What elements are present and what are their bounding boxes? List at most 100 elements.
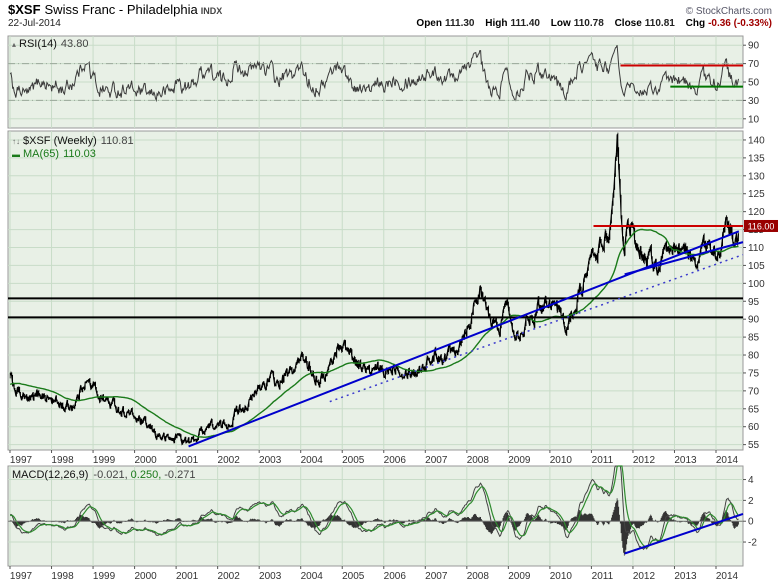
chg-label: Chg — [685, 18, 706, 29]
svg-text:90: 90 — [748, 41, 760, 52]
ma65-line — [9, 228, 739, 438]
svg-text:2007: 2007 — [425, 571, 448, 582]
svg-text:1997: 1997 — [10, 455, 33, 466]
svg-text:70: 70 — [748, 59, 760, 70]
svg-text:2001: 2001 — [176, 455, 199, 466]
macd-signal-line — [10, 465, 739, 548]
rsi-panel-label: ▴ RSI(14) 43.80 — [12, 38, 88, 51]
svg-text:55: 55 — [748, 440, 760, 451]
title-group: $XSF Swiss Franc - Philadelphia INDX — [8, 2, 222, 19]
svg-text:135: 135 — [748, 153, 765, 164]
exchange-label: INDX — [200, 6, 223, 16]
svg-text:90: 90 — [748, 315, 760, 326]
ma-label: MA(65) — [23, 148, 60, 160]
macd-panel: 4 2 0 -2 — [7, 465, 757, 567]
rsi-label: RSI(14) — [19, 38, 57, 50]
svg-text:2012: 2012 — [633, 571, 656, 582]
price-close-line — [9, 135, 739, 446]
svg-text:1998: 1998 — [51, 571, 74, 582]
ticker-symbol: $XSF — [8, 2, 41, 17]
open-value: 111.30 — [444, 18, 475, 29]
svg-text:70: 70 — [748, 386, 760, 397]
chg-value: -0.36 (-0.33%) — [708, 18, 772, 29]
svg-text:95: 95 — [748, 297, 760, 308]
svg-text:1999: 1999 — [93, 571, 116, 582]
svg-text:2002: 2002 — [218, 455, 241, 466]
price-panel: 1401351301251201151101051009590858075706… — [7, 130, 778, 451]
svg-text:2010: 2010 — [550, 571, 573, 582]
ma-line-icon: ▬ — [12, 150, 20, 159]
overlay-line — [624, 241, 744, 276]
open-label: Open — [416, 18, 442, 29]
overlay-line — [188, 230, 740, 448]
svg-text:2008: 2008 — [467, 455, 490, 466]
svg-text:2006: 2006 — [384, 571, 407, 582]
low-value: 110.78 — [573, 18, 604, 29]
svg-text:80: 80 — [748, 351, 760, 362]
price-grid — [8, 131, 743, 450]
quote-line: Open 111.30 High 111.40 Low 110.78 Close 110… — [408, 17, 772, 31]
svg-text:116.00: 116.00 — [748, 221, 775, 231]
macd-label: MACD(12,26,9) — [12, 469, 89, 481]
svg-text:2005: 2005 — [342, 571, 365, 582]
svg-text:2007: 2007 — [425, 455, 448, 466]
price-series-label: $XSF (Weekly) — [23, 135, 97, 147]
rsi-value: 43.80 — [60, 38, 89, 50]
axis-price-flag — [744, 219, 778, 232]
svg-text:50: 50 — [748, 78, 760, 89]
svg-text:2000: 2000 — [134, 571, 157, 582]
svg-text:2001: 2001 — [176, 571, 199, 582]
svg-text:2011: 2011 — [592, 455, 614, 466]
high-label: High — [485, 18, 508, 29]
svg-text:110: 110 — [748, 243, 764, 254]
svg-text:10: 10 — [748, 114, 760, 125]
svg-text:2: 2 — [748, 496, 754, 507]
svg-text:2006: 2006 — [384, 455, 407, 466]
macd-grid — [8, 466, 743, 566]
svg-text:2000: 2000 — [134, 455, 157, 466]
macd-panel-label: MACD(12,26,9) -0.021, 0.250, -0.271 — [12, 469, 195, 481]
quote-date: 22-Jul-2014 — [8, 18, 61, 29]
price-series-icon: ↑↓ — [12, 137, 20, 146]
rsi-panel: 90 70 50 30 10 — [7, 35, 760, 129]
rsi-line — [9, 45, 739, 103]
svg-text:2012: 2012 — [633, 455, 656, 466]
overlay-line — [624, 512, 744, 555]
svg-text:2008: 2008 — [467, 571, 490, 582]
svg-text:1999: 1999 — [93, 455, 116, 466]
svg-text:140: 140 — [748, 135, 765, 146]
high-value: 111.40 — [510, 18, 540, 29]
ma-label-row: ▬ MA(65) 110.03 — [12, 148, 96, 161]
price-panel-label: ↑↓ $XSF (Weekly) 110.81 — [12, 135, 134, 148]
svg-text:4: 4 — [748, 475, 754, 486]
svg-text:2014: 2014 — [716, 455, 739, 466]
svg-text:2014: 2014 — [716, 571, 739, 582]
svg-text:2002: 2002 — [218, 571, 241, 582]
svg-text:2003: 2003 — [259, 455, 282, 466]
svg-text:0: 0 — [748, 517, 754, 528]
svg-text:125: 125 — [748, 189, 765, 200]
price-last-value: 110.81 — [100, 135, 134, 147]
ma-value: 110.03 — [63, 148, 96, 160]
svg-text:2010: 2010 — [550, 455, 573, 466]
svg-text:2009: 2009 — [508, 571, 531, 582]
svg-text:2005: 2005 — [342, 455, 365, 466]
svg-text:2004: 2004 — [301, 455, 324, 466]
svg-text:130: 130 — [748, 171, 765, 182]
title-row: $XSF Swiss Franc - Philadelphia INDX © Sto… — [8, 2, 772, 17]
macd-line-value: -0.021, — [93, 469, 128, 481]
svg-text:2011: 2011 — [592, 571, 614, 582]
svg-text:105: 105 — [748, 261, 765, 272]
overlay-line — [329, 253, 744, 403]
svg-text:65: 65 — [748, 404, 760, 415]
svg-text:2009: 2009 — [508, 455, 531, 466]
macd-signal-value: 0.250, — [130, 469, 162, 481]
copyright-label: © StockCharts.com — [685, 6, 772, 17]
svg-text:100: 100 — [748, 279, 765, 290]
svg-text:85: 85 — [748, 333, 760, 344]
svg-text:120: 120 — [748, 207, 765, 218]
svg-text:2004: 2004 — [301, 571, 324, 582]
svg-text:-2: -2 — [748, 538, 757, 549]
macd-hist-value: -0.271 — [164, 469, 196, 481]
svg-text:60: 60 — [748, 422, 760, 433]
